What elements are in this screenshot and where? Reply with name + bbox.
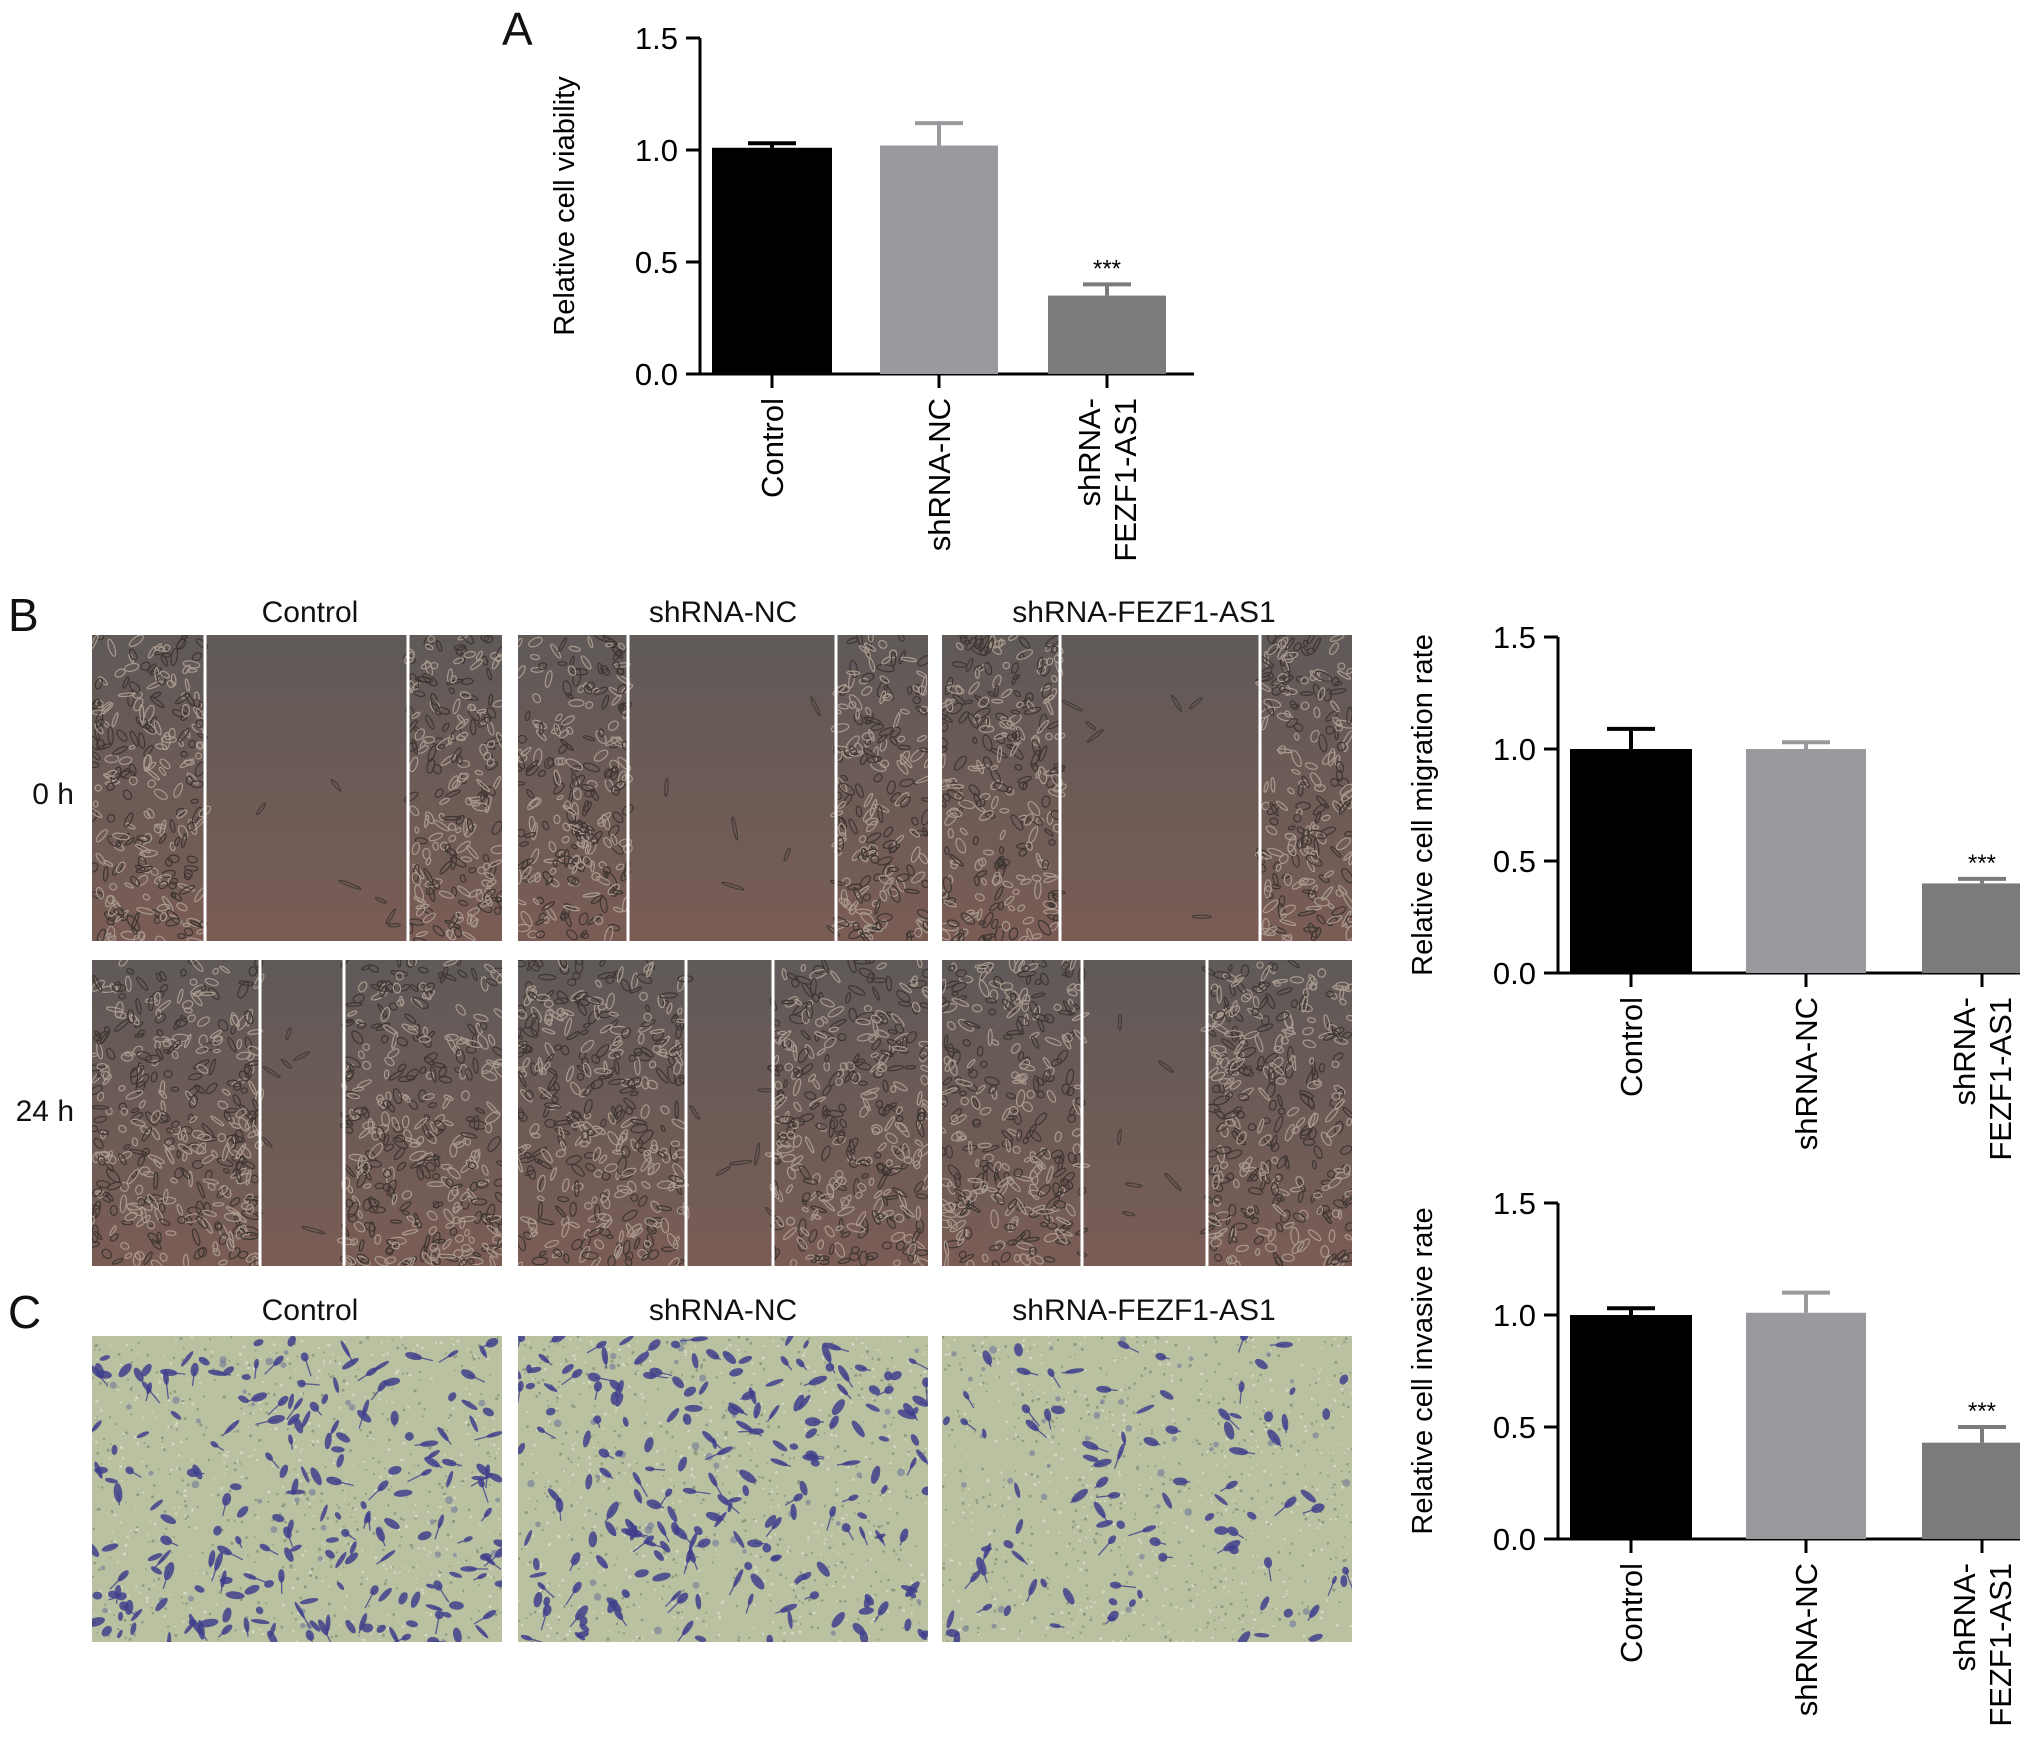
migration-bar-1 <box>1746 749 1866 973</box>
transwell-image-shrna-nc <box>518 1336 928 1642</box>
migration-category-label-line: Control <box>1614 997 1649 1097</box>
migration-ytick-label: 1.5 <box>1493 620 1536 655</box>
transwell-title-control: Control <box>261 1294 359 1327</box>
viability-ytick-label: 0.5 <box>635 245 678 280</box>
migration-ylabel: Relative cell migration rate <box>1407 634 1439 976</box>
migration-category-label-0: Control <box>1614 997 1649 1097</box>
migration-category-label-line: shRNA-NC <box>1789 997 1824 1150</box>
migration-significance-2: *** <box>1968 850 1996 877</box>
invasion-category-label-1: shRNA-NC <box>1789 1563 1824 1716</box>
invasion-bar-0 <box>1570 1315 1692 1539</box>
viability-category-label-line: shRNA- <box>1072 398 1107 507</box>
viability-significance-2: *** <box>1093 255 1121 282</box>
invasion-bar-2 <box>1922 1442 2020 1539</box>
viability-bar-2 <box>1048 295 1166 374</box>
invasion-category-label-line: FEZF1-AS1 <box>1983 1563 2018 1727</box>
invasion-category-label-line: shRNA-NC <box>1789 1563 1824 1716</box>
migration-category-label-line: FEZF1-AS1 <box>1983 997 2018 1161</box>
viability-category-label-0: Control <box>755 398 790 498</box>
scratch-image-shrna-fezf1-as1-24h <box>942 960 1352 1266</box>
transwell-title-shrna-nc: shRNA-NC <box>648 1294 798 1327</box>
viability-category-label-line: FEZF1-AS1 <box>1108 398 1143 562</box>
viability-category-label-2: shRNA-FEZF1-AS1 <box>1072 398 1143 562</box>
row-label-0h: 0 h <box>32 778 74 811</box>
invasion-category-label-line: shRNA- <box>1947 1563 1982 1672</box>
viability-ytick-label: 1.5 <box>635 21 678 56</box>
panel-letter-a: A <box>502 3 533 55</box>
migration-category-label-1: shRNA-NC <box>1789 997 1824 1150</box>
transwell-image-shrna-fezf1-as1 <box>942 1336 1352 1642</box>
scratch-title-shrna-nc: shRNA-NC <box>648 596 798 629</box>
scratch-image-control-24h <box>92 960 502 1266</box>
invasion-ytick-label: 1.0 <box>1493 1298 1536 1333</box>
viability-ylabel: Relative cell viability <box>549 76 581 336</box>
migration-ytick-label: 0.0 <box>1493 956 1536 991</box>
invasion-category-label-line: Control <box>1614 1563 1649 1663</box>
migration-bar-0 <box>1570 749 1692 973</box>
viability-ytick-label: 1.0 <box>635 133 678 168</box>
invasion-significance-2: *** <box>1968 1398 1996 1425</box>
invasion-ytick-label: 1.5 <box>1493 1186 1536 1221</box>
invasion-ytick-label: 0.5 <box>1493 1410 1536 1445</box>
viability-ytick-label: 0.0 <box>635 357 678 392</box>
scratch-image-control-0h <box>92 635 502 941</box>
viability-bar-1 <box>880 145 998 374</box>
invasion-bar-1 <box>1746 1312 1866 1539</box>
invasion-category-label-2: shRNA-FEZF1-AS1 <box>1947 1563 2018 1727</box>
transwell-image-control <box>92 1336 502 1642</box>
scratch-image-shrna-fezf1-as1-0h <box>942 635 1352 941</box>
invasion-ytick-label: 0.0 <box>1493 1522 1536 1557</box>
viability-category-label-1: shRNA-NC <box>922 398 957 551</box>
invasion-ylabel: Relative cell invasive rate <box>1407 1207 1439 1534</box>
panel-letter-c: C <box>8 1286 42 1338</box>
viability-category-label-line: Control <box>755 398 790 498</box>
viability-category-label-line: shRNA-NC <box>922 398 957 551</box>
viability-bar-0 <box>712 147 832 374</box>
transwell-title-shrna-fezf1-as1: shRNA-FEZF1-AS1 <box>1012 1294 1276 1327</box>
viability-bar-chart: 0.0 0.5 1.0 1.5 Relative cell viability Contr… <box>549 21 1194 562</box>
migration-category-label-2: shRNA-FEZF1-AS1 <box>1947 997 2018 1161</box>
scratch-image-shrna-nc-24h <box>518 960 928 1266</box>
migration-category-label-line: shRNA- <box>1947 997 1982 1106</box>
invasion-bar-chart: 0.0 0.5 1.0 1.5 Relative cell invasive rate C… <box>1407 1186 2020 1727</box>
scratch-title-control: Control <box>261 596 359 629</box>
migration-ytick-label: 0.5 <box>1493 844 1536 879</box>
migration-ytick-label: 1.0 <box>1493 732 1536 767</box>
scratch-image-shrna-nc-0h <box>518 635 928 941</box>
scratch-title-shrna-fezf1-as1: shRNA-FEZF1-AS1 <box>1012 596 1276 629</box>
invasion-category-label-0: Control <box>1614 1563 1649 1663</box>
row-label-24h: 24 h <box>15 1095 74 1128</box>
migration-bar-2 <box>1922 883 2020 973</box>
panel-letter-b: B <box>8 589 39 641</box>
migration-bar-chart: 0.0 0.5 1.0 1.5 Relative cell migration rate… <box>1407 620 2020 1161</box>
